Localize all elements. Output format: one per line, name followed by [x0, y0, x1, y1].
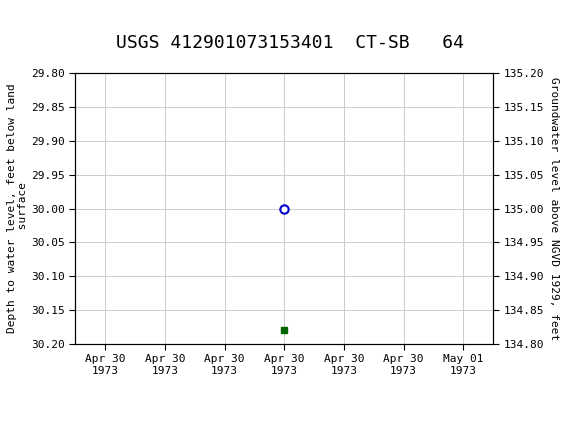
Y-axis label: Groundwater level above NGVD 1929, feet: Groundwater level above NGVD 1929, feet [549, 77, 560, 340]
Text: ≡USGS: ≡USGS [12, 10, 70, 29]
Y-axis label: Depth to water level, feet below land
 surface: Depth to water level, feet below land su… [7, 84, 28, 333]
Text: USGS 412901073153401  CT-SB   64: USGS 412901073153401 CT-SB 64 [116, 34, 464, 52]
Legend: Period of approved data: Period of approved data [176, 429, 393, 430]
